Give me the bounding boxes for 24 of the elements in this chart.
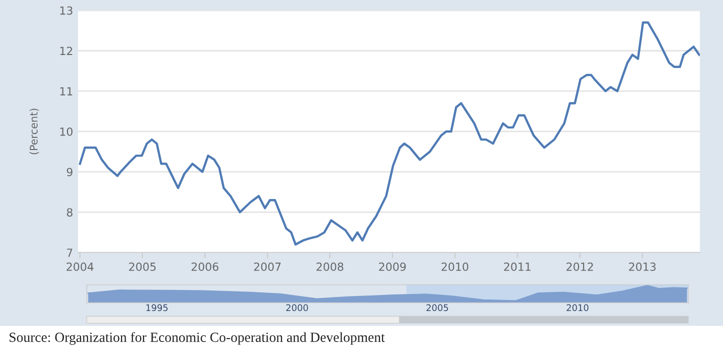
y-axis-title: (Percent) — [30, 108, 39, 154]
x-tick-label: 2009 — [379, 262, 406, 271]
y-tick-label: 12 — [60, 46, 72, 55]
x-tick-label: 2012 — [566, 262, 593, 271]
y-tick-label: 8 — [66, 208, 72, 217]
y-tick-label: 11 — [60, 87, 72, 96]
x-tick-label: 2000 — [286, 304, 308, 312]
x-tick-label: 2004 — [66, 262, 94, 271]
y-tick-label: 9 — [66, 168, 72, 176]
line-series — [78, 21, 700, 246]
x-tick-label: 2005 — [426, 304, 448, 312]
source-note: Source: Organization for Economic Co-operation and Development — [10, 332, 385, 345]
x-tick-label: 2010 — [566, 304, 588, 312]
x-tick-label: 2006 — [192, 262, 218, 271]
x-tick-label: 2010 — [442, 262, 468, 271]
x-tick-label: 2011 — [504, 262, 531, 271]
x-tick-label: 2013 — [629, 262, 656, 271]
y-tick-label: 13 — [60, 6, 72, 15]
x-tick-label: 2007 — [254, 262, 281, 271]
y-tick-label: 10 — [60, 127, 72, 136]
x-tick-label: 2005 — [129, 262, 156, 271]
x-tick-label: 1995 — [146, 304, 168, 312]
x-tick-label: 2008 — [316, 262, 344, 271]
y-tick-label: 7 — [67, 248, 72, 257]
